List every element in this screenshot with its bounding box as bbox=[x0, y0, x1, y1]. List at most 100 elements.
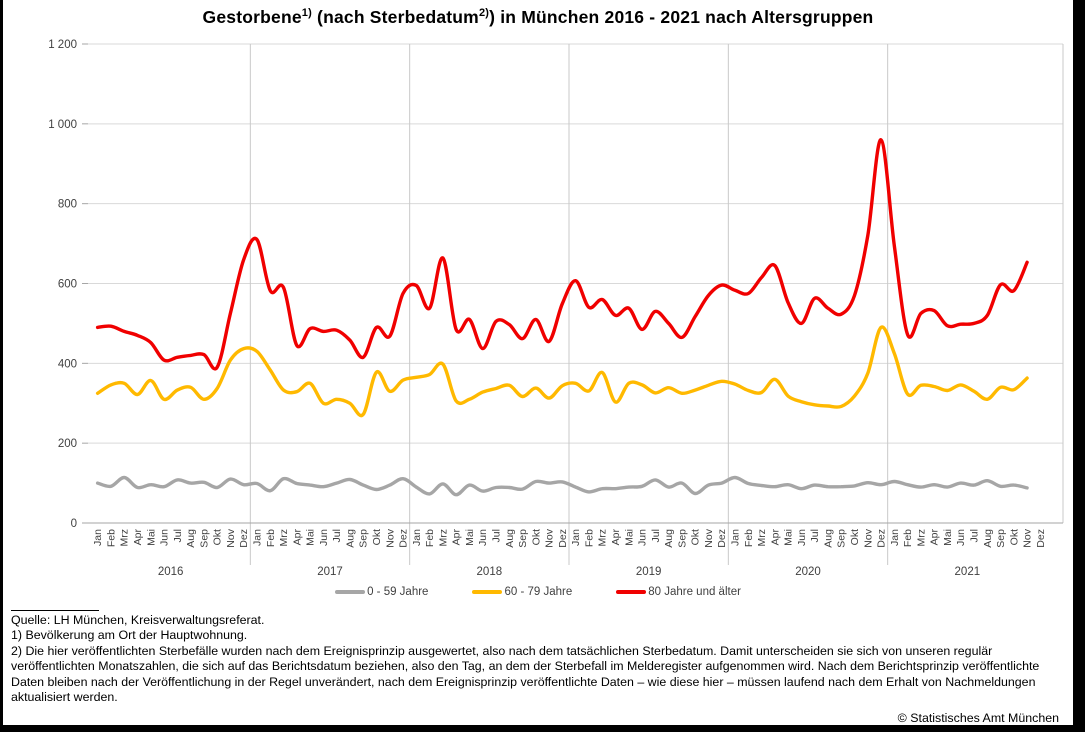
x-axis-month-label: Jul bbox=[650, 529, 662, 542]
x-axis-month-label: Apr bbox=[451, 529, 463, 546]
y-axis-label: 1 000 bbox=[48, 119, 77, 131]
y-axis-label: 0 bbox=[71, 518, 77, 530]
x-axis-month-label: Mai bbox=[623, 529, 635, 546]
title-text-pre: Gestorbene bbox=[202, 7, 302, 27]
x-axis-month-label: Okt bbox=[690, 529, 702, 545]
x-axis-month-label: Sep bbox=[358, 529, 370, 548]
footnote-separator-line bbox=[11, 610, 99, 611]
x-axis-month-label: Mrz bbox=[915, 529, 927, 547]
y-axis-label: 800 bbox=[58, 199, 77, 211]
x-axis-month-label: Jun bbox=[477, 529, 489, 546]
x-axis-month-label: Sep bbox=[517, 529, 529, 548]
x-axis-month-label: Nov bbox=[703, 528, 715, 547]
x-axis-year-label: 2016 bbox=[158, 566, 184, 578]
x-axis-month-label: Jul bbox=[490, 529, 502, 542]
x-axis-month-label: Jan bbox=[570, 529, 582, 546]
x-axis-month-label: Jan bbox=[729, 529, 741, 546]
x-axis-month-label: Aug bbox=[822, 529, 834, 548]
x-axis-month-label: Jan bbox=[411, 529, 423, 546]
x-axis-month-label: Jun bbox=[159, 529, 171, 546]
x-axis-year-label: 2017 bbox=[317, 566, 343, 578]
x-axis-month-label: Jul bbox=[968, 529, 980, 542]
x-axis-month-label: Feb bbox=[743, 529, 755, 547]
x-axis-month-label: Nov bbox=[862, 528, 874, 547]
footnote-1: 1) Bevölkerung am Ort der Hauptwohnung. bbox=[11, 628, 248, 643]
footnotes-block: Quelle: LH München, Kreisverwaltungsrefe… bbox=[11, 610, 1061, 705]
x-axis-month-label: Mai bbox=[942, 529, 954, 546]
legend-item-0-59: 0 - 59 Jahre bbox=[335, 586, 428, 598]
series-line-60-79-jahre bbox=[95, 325, 1029, 418]
legend-swatch-red bbox=[616, 590, 647, 594]
x-axis-month-label: Mrz bbox=[278, 529, 290, 547]
title-footnote-1-marker: 1) bbox=[301, 7, 312, 20]
x-axis-month-label: Dez bbox=[557, 529, 569, 548]
title-footnote-2-marker: 2) bbox=[478, 7, 490, 20]
legend-label-60-79: 60 - 79 Jahre bbox=[504, 586, 573, 598]
x-axis-month-label: Jan bbox=[889, 529, 901, 546]
x-axis-month-label: Mrz bbox=[597, 529, 609, 547]
x-axis-month-label: Aug bbox=[185, 529, 197, 548]
y-axis-label: 200 bbox=[58, 438, 77, 450]
x-axis-month-label: Sep bbox=[995, 529, 1007, 548]
legend-swatch-orange bbox=[472, 590, 503, 594]
x-axis-month-label: Okt bbox=[1008, 529, 1020, 545]
x-axis-month-label: Mrz bbox=[119, 529, 131, 547]
x-axis-month-label: Apr bbox=[291, 529, 303, 546]
x-axis-month-label: Feb bbox=[424, 529, 436, 547]
x-axis-month-label: Jun bbox=[318, 529, 330, 546]
x-axis-month-label: Dez bbox=[1035, 529, 1047, 548]
chart-page: Gestorbene1) (nach Sterbedatum2)) in Mün… bbox=[3, 0, 1073, 725]
x-axis-month-label: Apr bbox=[769, 529, 781, 546]
legend-item-60-79: 60 - 79 Jahre bbox=[472, 586, 572, 598]
x-axis-month-label: Aug bbox=[982, 529, 994, 548]
x-axis-month-label: Feb bbox=[902, 529, 914, 547]
x-axis-month-label: Aug bbox=[344, 529, 356, 548]
x-axis-month-label: Sep bbox=[836, 529, 848, 548]
footnote-2: 2) Die hier veröffentlichten Sterbefälle… bbox=[11, 643, 1040, 704]
x-axis-month-label: Jan bbox=[251, 529, 263, 546]
x-axis-month-label: Mai bbox=[464, 529, 476, 546]
x-axis-year-label: 2020 bbox=[795, 566, 821, 578]
chart-legend: 0 - 59 Jahre 60 - 79 Jahre 80 Jahre und … bbox=[3, 582, 1073, 602]
legend-label-0-59: 0 - 59 Jahre bbox=[367, 586, 429, 598]
x-axis-month-label: Sep bbox=[198, 529, 210, 548]
x-axis-month-label: Aug bbox=[504, 529, 516, 548]
x-axis-month-label: Okt bbox=[371, 529, 383, 545]
x-axis-month-label: Mai bbox=[783, 529, 795, 546]
x-axis-month-label: Okt bbox=[849, 529, 861, 545]
x-axis-month-label: Jul bbox=[172, 529, 184, 542]
x-axis-month-label: Dez bbox=[238, 529, 250, 548]
x-axis-month-label: Mrz bbox=[756, 529, 768, 547]
x-axis-month-label: Aug bbox=[663, 529, 675, 548]
y-axis-label: 600 bbox=[58, 279, 77, 291]
title-text-post: ) in München 2016 - 2021 nach Altersgrup… bbox=[489, 7, 874, 27]
x-axis-month-label: Jun bbox=[796, 529, 808, 546]
x-axis-month-label: Apr bbox=[929, 529, 941, 546]
x-axis-month-label: Jan bbox=[92, 529, 104, 546]
x-axis-month-label: Dez bbox=[876, 529, 888, 548]
x-axis-year-label: 2019 bbox=[636, 566, 662, 578]
source-line: Quelle: LH München, Kreisverwaltungsrefe… bbox=[11, 613, 265, 627]
x-axis-month-label: Feb bbox=[265, 529, 277, 547]
x-axis-month-label: Jul bbox=[331, 529, 343, 542]
x-axis-month-label: Mrz bbox=[437, 529, 449, 547]
x-axis-year-label: 2018 bbox=[477, 566, 503, 578]
x-axis-month-label: Okt bbox=[212, 529, 224, 545]
copyright-line: © Statistisches Amt München bbox=[897, 711, 1059, 726]
series-line-0-59-jahre bbox=[95, 475, 1029, 497]
x-axis-month-label: Sep bbox=[676, 529, 688, 548]
legend-item-80-plus: 80 Jahre und älter bbox=[616, 586, 741, 598]
x-axis-year-label: 2021 bbox=[955, 566, 981, 578]
x-axis-month-label: Apr bbox=[610, 529, 622, 546]
x-axis-month-label: Dez bbox=[398, 529, 410, 548]
legend-label-80-plus: 80 Jahre und älter bbox=[648, 586, 741, 598]
legend-swatch-gray bbox=[335, 590, 366, 594]
x-axis-month-label: Dez bbox=[716, 529, 728, 548]
page-title: Gestorbene1) (nach Sterbedatum2)) in Mün… bbox=[3, 0, 1073, 34]
x-axis-month-label: Apr bbox=[132, 529, 144, 546]
x-axis-month-label: Mai bbox=[305, 529, 317, 546]
x-axis-month-label: Jul bbox=[809, 529, 821, 542]
y-axis-label: 400 bbox=[58, 358, 77, 370]
title-text-mid: (nach Sterbedatum bbox=[311, 7, 479, 27]
